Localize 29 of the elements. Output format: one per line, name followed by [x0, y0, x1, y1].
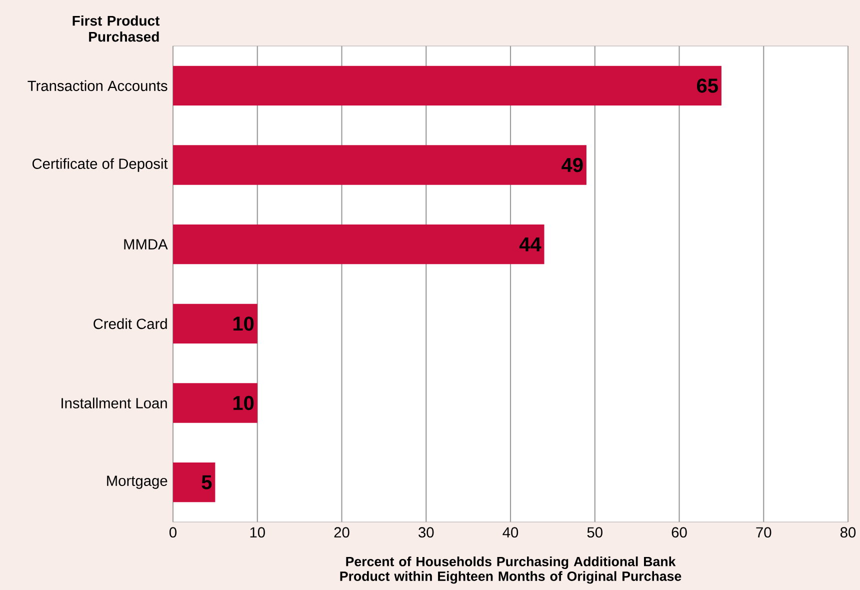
x-tick-label: 50 — [587, 527, 602, 538]
y-tick-label: MMDA — [124, 239, 168, 250]
bar — [173, 304, 258, 344]
y-tick-label: Credit Card — [94, 318, 167, 330]
data-label: 44 — [519, 237, 542, 252]
bar — [173, 462, 216, 502]
x-tick-label: 0 — [169, 527, 176, 538]
data-label: 5 — [202, 475, 212, 490]
x-tick-label: 20 — [334, 527, 350, 538]
y-tick-label: Mortgage — [107, 476, 168, 489]
y-tick-label: Certificate of Deposit — [32, 158, 168, 172]
y-tick-label: Transaction Accounts — [28, 80, 168, 92]
x-tick-label: 80 — [840, 527, 856, 538]
bar — [173, 145, 586, 185]
bar — [173, 66, 722, 106]
x-tick-label: 10 — [250, 527, 265, 538]
y-axis-title: First Product Purchased — [72, 15, 160, 42]
x-tick-label: 30 — [418, 527, 434, 538]
x-tick-label: 40 — [502, 527, 518, 538]
data-label: 10 — [233, 316, 254, 331]
data-label: 10 — [233, 396, 254, 410]
x-tick-label: 70 — [756, 527, 772, 538]
bar — [173, 224, 544, 264]
data-label: 65 — [696, 78, 718, 93]
y-tick-label: Installment Loan — [62, 398, 167, 408]
data-label: 49 — [562, 158, 583, 172]
x-tick-label: 60 — [672, 527, 687, 538]
bar — [173, 383, 258, 423]
x-axis-title: Percent of Households Purchasing Additional Bank Product within Eighteen Months of Original Purchase — [340, 556, 682, 584]
